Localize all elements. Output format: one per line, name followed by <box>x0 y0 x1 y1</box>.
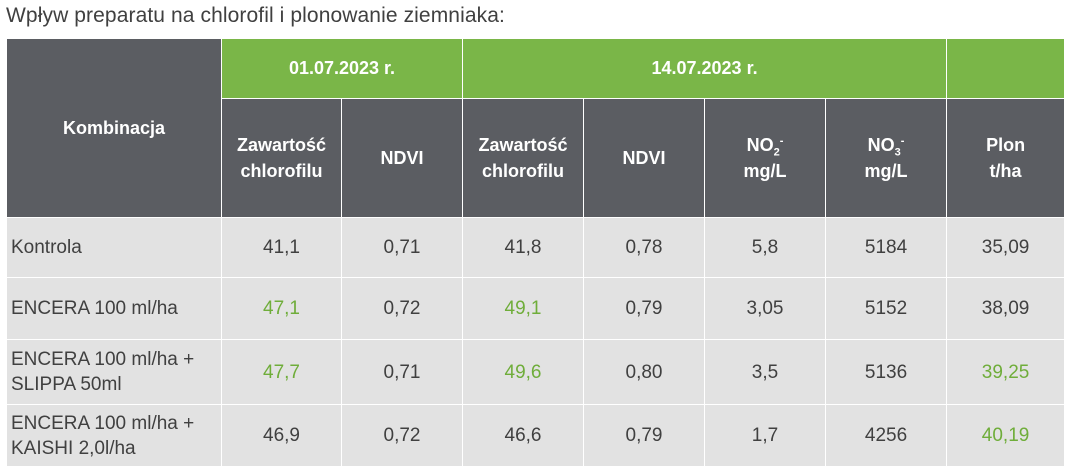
cell-chlorophyll-2: 41,8 <box>462 217 585 278</box>
cell-ndvi-2: 0,80 <box>583 339 706 405</box>
cell-yield: 39,25 <box>946 339 1066 405</box>
no3-base: NO <box>867 135 895 155</box>
combination-line1: ENCERA 100 ml/ha <box>11 298 178 319</box>
cell-chlorophyll-1: 47,7 <box>221 339 342 405</box>
chlorophyll-1-line2: chlorofilu <box>240 161 323 181</box>
row-combination: ENCERA 100 ml/ha <box>6 277 222 340</box>
table-row: Kontrola 41,1 0,71 41,8 0,78 5,8 5184 35… <box>6 217 1066 278</box>
cell-no2: 1,7 <box>704 404 827 467</box>
column-header-combination: Kombinacja <box>6 38 222 218</box>
cell-no2: 3,5 <box>704 339 827 405</box>
cell-chlorophyll-2: 49,6 <box>462 339 585 405</box>
no3-formula: NO3- <box>826 132 946 158</box>
cell-chlorophyll-1: 46,9 <box>221 404 342 467</box>
cell-ndvi-1: 0,72 <box>340 404 464 467</box>
no2-formula: NO2- <box>705 132 825 158</box>
row-combination: Kontrola <box>6 217 222 278</box>
column-header-ndvi-1: NDVI <box>340 98 464 218</box>
row-combination: ENCERA 100 ml/ha + KAISHI 2,0l/ha <box>6 404 222 467</box>
header-row-dates: Kombinacja 01.07.2023 r. 14.07.2023 r. <box>6 38 1066 218</box>
column-header-chlorophyll-2: Zawartość chlorofilu <box>462 98 585 218</box>
chlorophyll-2-line1: Zawartość <box>478 135 568 155</box>
column-header-ndvi-2: NDVI <box>583 98 706 218</box>
column-header-yield: Plon t/ha <box>946 98 1066 218</box>
cell-ndvi-1: 0,71 <box>340 217 464 278</box>
cell-no3: 5184 <box>825 217 948 278</box>
cell-no3: 4256 <box>825 404 948 467</box>
no2-base: NO <box>746 135 774 155</box>
table-row: ENCERA 100 ml/ha 47,1 0,72 49,1 0,79 3,0… <box>6 277 1066 340</box>
cell-ndvi-1: 0,72 <box>340 277 464 340</box>
cell-chlorophyll-2: 49,1 <box>462 277 585 340</box>
column-header-chlorophyll-1: Zawartość chlorofilu <box>221 98 342 218</box>
column-header-date1: 01.07.2023 r. <box>220 38 464 99</box>
column-header-no3: NO3- mg/L <box>825 98 948 218</box>
cell-ndvi-2: 0,79 <box>583 404 706 467</box>
yield-line2: t/ha <box>989 161 1022 181</box>
table-caption: Wpływ preparatu na chlorofil i plonowani… <box>6 4 505 27</box>
cell-no2: 3,05 <box>704 277 827 340</box>
combination-line2: SLIPPA 50ml <box>11 374 122 395</box>
no3-superscript: - <box>900 135 905 147</box>
column-header-no2: NO2- mg/L <box>704 98 827 218</box>
cell-ndvi-2: 0,78 <box>583 217 706 278</box>
chlorophyll-2-line2: chlorofilu <box>482 161 565 181</box>
no2-unit: mg/L <box>743 161 787 181</box>
combination-line1: ENCERA 100 ml/ha + <box>11 349 195 370</box>
cell-no3: 5136 <box>825 339 948 405</box>
cell-yield: 35,09 <box>946 217 1066 278</box>
cell-chlorophyll-1: 41,1 <box>221 217 342 278</box>
chlorophyll-1-line1: Zawartość <box>236 135 327 155</box>
cell-yield: 38,09 <box>946 277 1066 340</box>
combination-line2: KAISHI 2,0l/ha <box>11 437 136 459</box>
no3-subscript: 3 <box>894 146 901 159</box>
combination-line1: Kontrola <box>11 237 82 258</box>
combination-line1: ENCERA 100 ml/ha + <box>11 412 195 434</box>
yield-line1: Plon <box>986 135 1026 155</box>
cell-ndvi-1: 0,71 <box>340 339 464 405</box>
header-row-metrics: Zawartość chlorofilu NDVI Zawartość chlo… <box>7 98 1066 218</box>
no2-subscript: 2 <box>773 146 780 159</box>
cell-chlorophyll-1: 47,1 <box>221 277 342 340</box>
column-header-date2: 14.07.2023 r. <box>462 38 948 99</box>
cell-yield: 40,19 <box>946 404 1066 467</box>
cell-ndvi-2: 0,79 <box>583 277 706 340</box>
cell-no2: 5,8 <box>704 217 827 278</box>
row-combination: ENCERA 100 ml/ha + SLIPPA 50ml <box>6 339 222 405</box>
table-row: ENCERA 100 ml/ha + KAISHI 2,0l/ha 46,9 0… <box>6 404 1066 467</box>
cell-no3: 5152 <box>825 277 948 340</box>
table-row: ENCERA 100 ml/ha + SLIPPA 50ml 47,7 0,71… <box>6 339 1066 405</box>
results-table: Kombinacja 01.07.2023 r. 14.07.2023 r. Z… <box>6 38 1066 467</box>
cell-chlorophyll-2: 46,6 <box>462 404 585 467</box>
no2-superscript: - <box>779 135 784 147</box>
column-header-date-empty <box>946 38 1066 99</box>
no3-unit: mg/L <box>864 161 908 181</box>
